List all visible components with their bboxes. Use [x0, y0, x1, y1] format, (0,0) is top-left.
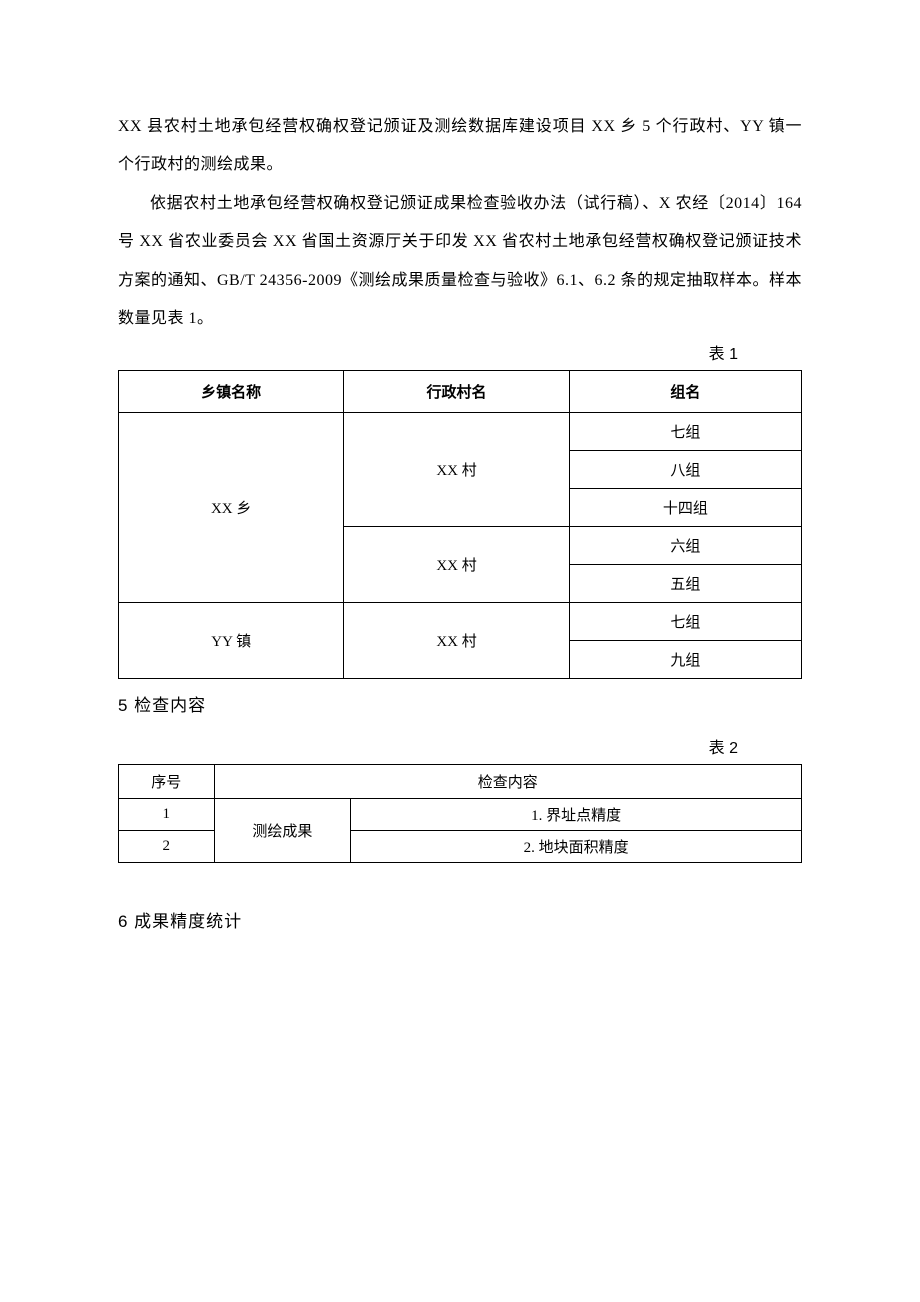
table1-header-group: 组名 — [569, 371, 801, 413]
table-row: XX 乡 XX 村 七组 — [119, 413, 802, 451]
cell-seq: 1 — [119, 799, 215, 831]
cell-group: 六组 — [569, 527, 801, 565]
cell-category: 测绘成果 — [214, 799, 351, 863]
cell-village: XX 村 — [344, 527, 569, 603]
table2-header-row: 序号 检查内容 — [119, 765, 802, 799]
cell-group: 七组 — [569, 603, 801, 641]
intro-paragraph-2: 依据农村土地承包经营权确权登记颁证成果检查验收办法（试行稿）、X 农经〔2014… — [118, 185, 802, 339]
cell-group: 五组 — [569, 565, 801, 603]
cell-group: 七组 — [569, 413, 801, 451]
table2-label: 表 2 — [118, 734, 802, 758]
cell-seq: 2 — [119, 831, 215, 863]
table-row: 1 测绘成果 1. 界址点精度 — [119, 799, 802, 831]
table1-header-town: 乡镇名称 — [119, 371, 344, 413]
inspection-table: 序号 检查内容 1 测绘成果 1. 界址点精度 2 2. 地块面积精度 — [118, 764, 802, 863]
table-row: YY 镇 XX 村 七组 — [119, 603, 802, 641]
cell-item: 2. 地块面积精度 — [351, 831, 802, 863]
table1-header-village: 行政村名 — [344, 371, 569, 413]
cell-group: 八组 — [569, 451, 801, 489]
section-6-heading: 6 成果精度统计 — [118, 907, 802, 932]
section-5-heading: 5 检查内容 — [118, 691, 802, 716]
table2-header-content: 检查内容 — [214, 765, 801, 799]
cell-village: XX 村 — [344, 413, 569, 527]
cell-town: YY 镇 — [119, 603, 344, 679]
sample-table: 乡镇名称 行政村名 组名 XX 乡 XX 村 七组 八组 十四组 XX 村 六组… — [118, 370, 802, 679]
table1-label: 表 1 — [118, 340, 802, 364]
cell-group: 九组 — [569, 641, 801, 679]
intro-paragraph-1: XX 县农村土地承包经营权确权登记颁证及测绘数据库建设项目 XX 乡 5 个行政… — [118, 108, 802, 185]
cell-village: XX 村 — [344, 603, 569, 679]
cell-item: 1. 界址点精度 — [351, 799, 802, 831]
table2-header-seq: 序号 — [119, 765, 215, 799]
cell-town: XX 乡 — [119, 413, 344, 603]
table1-header-row: 乡镇名称 行政村名 组名 — [119, 371, 802, 413]
cell-group: 十四组 — [569, 489, 801, 527]
